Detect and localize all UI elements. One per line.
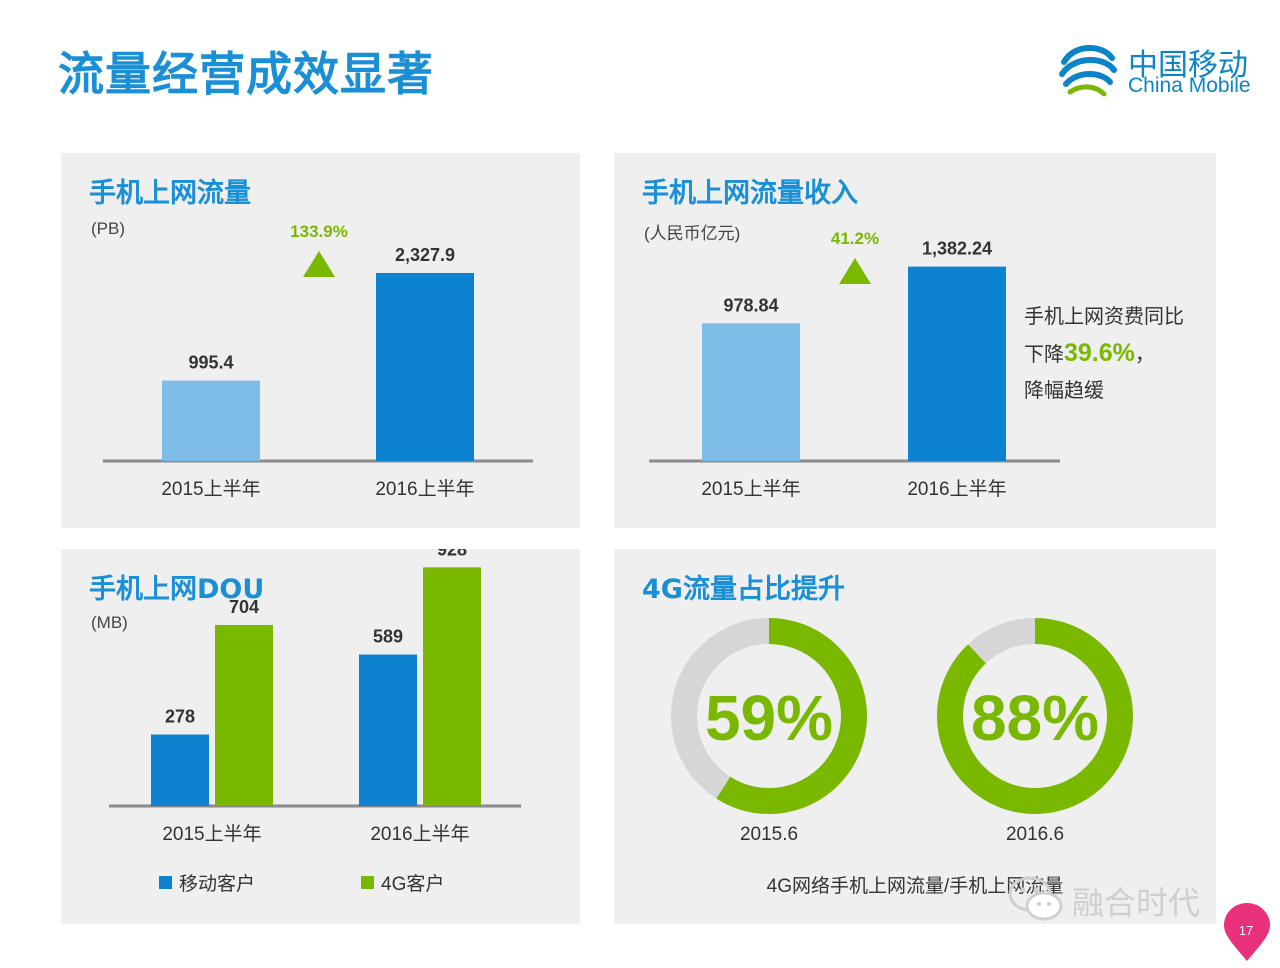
note-value: 39.6% (1064, 339, 1135, 367)
growth-up-arrow-icon (303, 251, 335, 277)
donut-period-label: 2016.6 (1006, 824, 1064, 845)
panel-4g-share: 4G流量占比提升 59% 2015.6 88% 2016.6 4G网络手机上网流量/手… (614, 549, 1216, 924)
bar-2 (908, 266, 1006, 461)
wechat-icon (1008, 876, 1063, 921)
data-label: 589 (373, 627, 403, 647)
logo-swirl-icon (1059, 44, 1117, 97)
share-donut-charts: 59% 2015.6 88% 2016.6 (671, 618, 1133, 845)
donut-percent-label: 59% (705, 682, 833, 754)
bar-mobile-1 (151, 734, 209, 806)
x-tick-label: 2016上半年 (370, 823, 469, 845)
growth-up-arrow-icon (839, 258, 871, 284)
legend-label: 4G客户 (381, 873, 444, 895)
data-label: 278 (165, 707, 195, 727)
watermark-text: 融合时代 (1072, 884, 1201, 922)
panel-dou: 手机上网DOU (MB) 278 704 2015上半年 589 928 2016上半年移… (61, 549, 580, 924)
panel-title: 4G流量占比提升 (642, 574, 845, 605)
donut-arc (937, 618, 1133, 814)
page-number-badge: 17 (1222, 903, 1272, 963)
tariff-note: 手机上网资费同比 下降39.6%， 降幅趋缓 (1024, 299, 1184, 409)
legend-swatch (361, 876, 374, 889)
panel-revenue: 手机上网流量收入 (人民币亿元) 978.84 2015上半年 1,382.24 20… (614, 153, 1216, 528)
bar-mobile-2 (359, 654, 417, 806)
note-suffix: ， (1134, 344, 1155, 366)
note-line2: 下降39.6%， (1024, 335, 1184, 373)
logo-text-en: China Mobile (1128, 74, 1251, 97)
x-tick-label: 2016上半年 (907, 478, 1006, 500)
panel-traffic: 手机上网流量 (PB) 995.4 2015上半年 2,327.9 2016上半年 13… (61, 153, 580, 528)
bar-4g-1 (215, 624, 273, 806)
page-title: 流量经营成效显著 (58, 47, 434, 101)
donut-arc (671, 618, 867, 814)
growth-label: 41.2% (831, 229, 879, 248)
bar-1 (702, 323, 800, 461)
panel-title: 手机上网流量 (89, 178, 251, 209)
share-caption: 4G网络手机上网流量/手机上网流量 (766, 876, 1064, 897)
unit-label: (人民币亿元) (644, 224, 741, 243)
data-label: 978.84 (723, 295, 778, 315)
logo-text-cn: 中国移动 (1128, 48, 1248, 83)
panel-title: 手机上网流量收入 (642, 178, 858, 209)
donut-period-label: 2015.6 (740, 824, 798, 845)
bar-1 (162, 380, 260, 461)
data-label: 1,382.24 (922, 239, 992, 259)
legend-swatch (159, 876, 172, 889)
donut-percent-label: 88% (971, 682, 1099, 754)
note-line3: 降幅趋缓 (1024, 380, 1104, 402)
watermark: 融合时代 (1006, 872, 1246, 932)
china-mobile-logo: 中国移动 China Mobile (1056, 36, 1256, 106)
page-badge-drop-icon (1224, 903, 1270, 961)
bar-4g-2 (423, 567, 481, 806)
x-tick-label: 2015上半年 (162, 823, 261, 845)
data-label: 704 (229, 597, 259, 617)
data-label: 995.4 (188, 353, 233, 373)
panel-title: 手机上网DOU (89, 574, 265, 605)
unit-label: (MB) (91, 613, 128, 632)
note-line1: 手机上网资费同比 (1024, 306, 1184, 328)
unit-label: (PB) (91, 219, 125, 238)
growth-label: 133.9% (290, 222, 348, 241)
note-prefix: 下降 (1024, 344, 1064, 366)
legend-label: 移动客户 (179, 873, 255, 895)
revenue-bar-chart: 978.84 2015上半年 1,382.24 2016上半年 41.2% (649, 229, 1060, 500)
traffic-bar-chart: 995.4 2015上半年 2,327.9 2016上半年 133.9% (103, 222, 533, 500)
data-label: 2,327.9 (395, 245, 455, 265)
page-number: 17 (1238, 923, 1254, 938)
x-tick-label: 2015上半年 (161, 478, 260, 500)
x-tick-label: 2016上半年 (375, 478, 474, 500)
x-tick-label: 2015上半年 (701, 478, 800, 500)
data-label: 928 (437, 549, 467, 559)
bar-2 (376, 272, 474, 461)
